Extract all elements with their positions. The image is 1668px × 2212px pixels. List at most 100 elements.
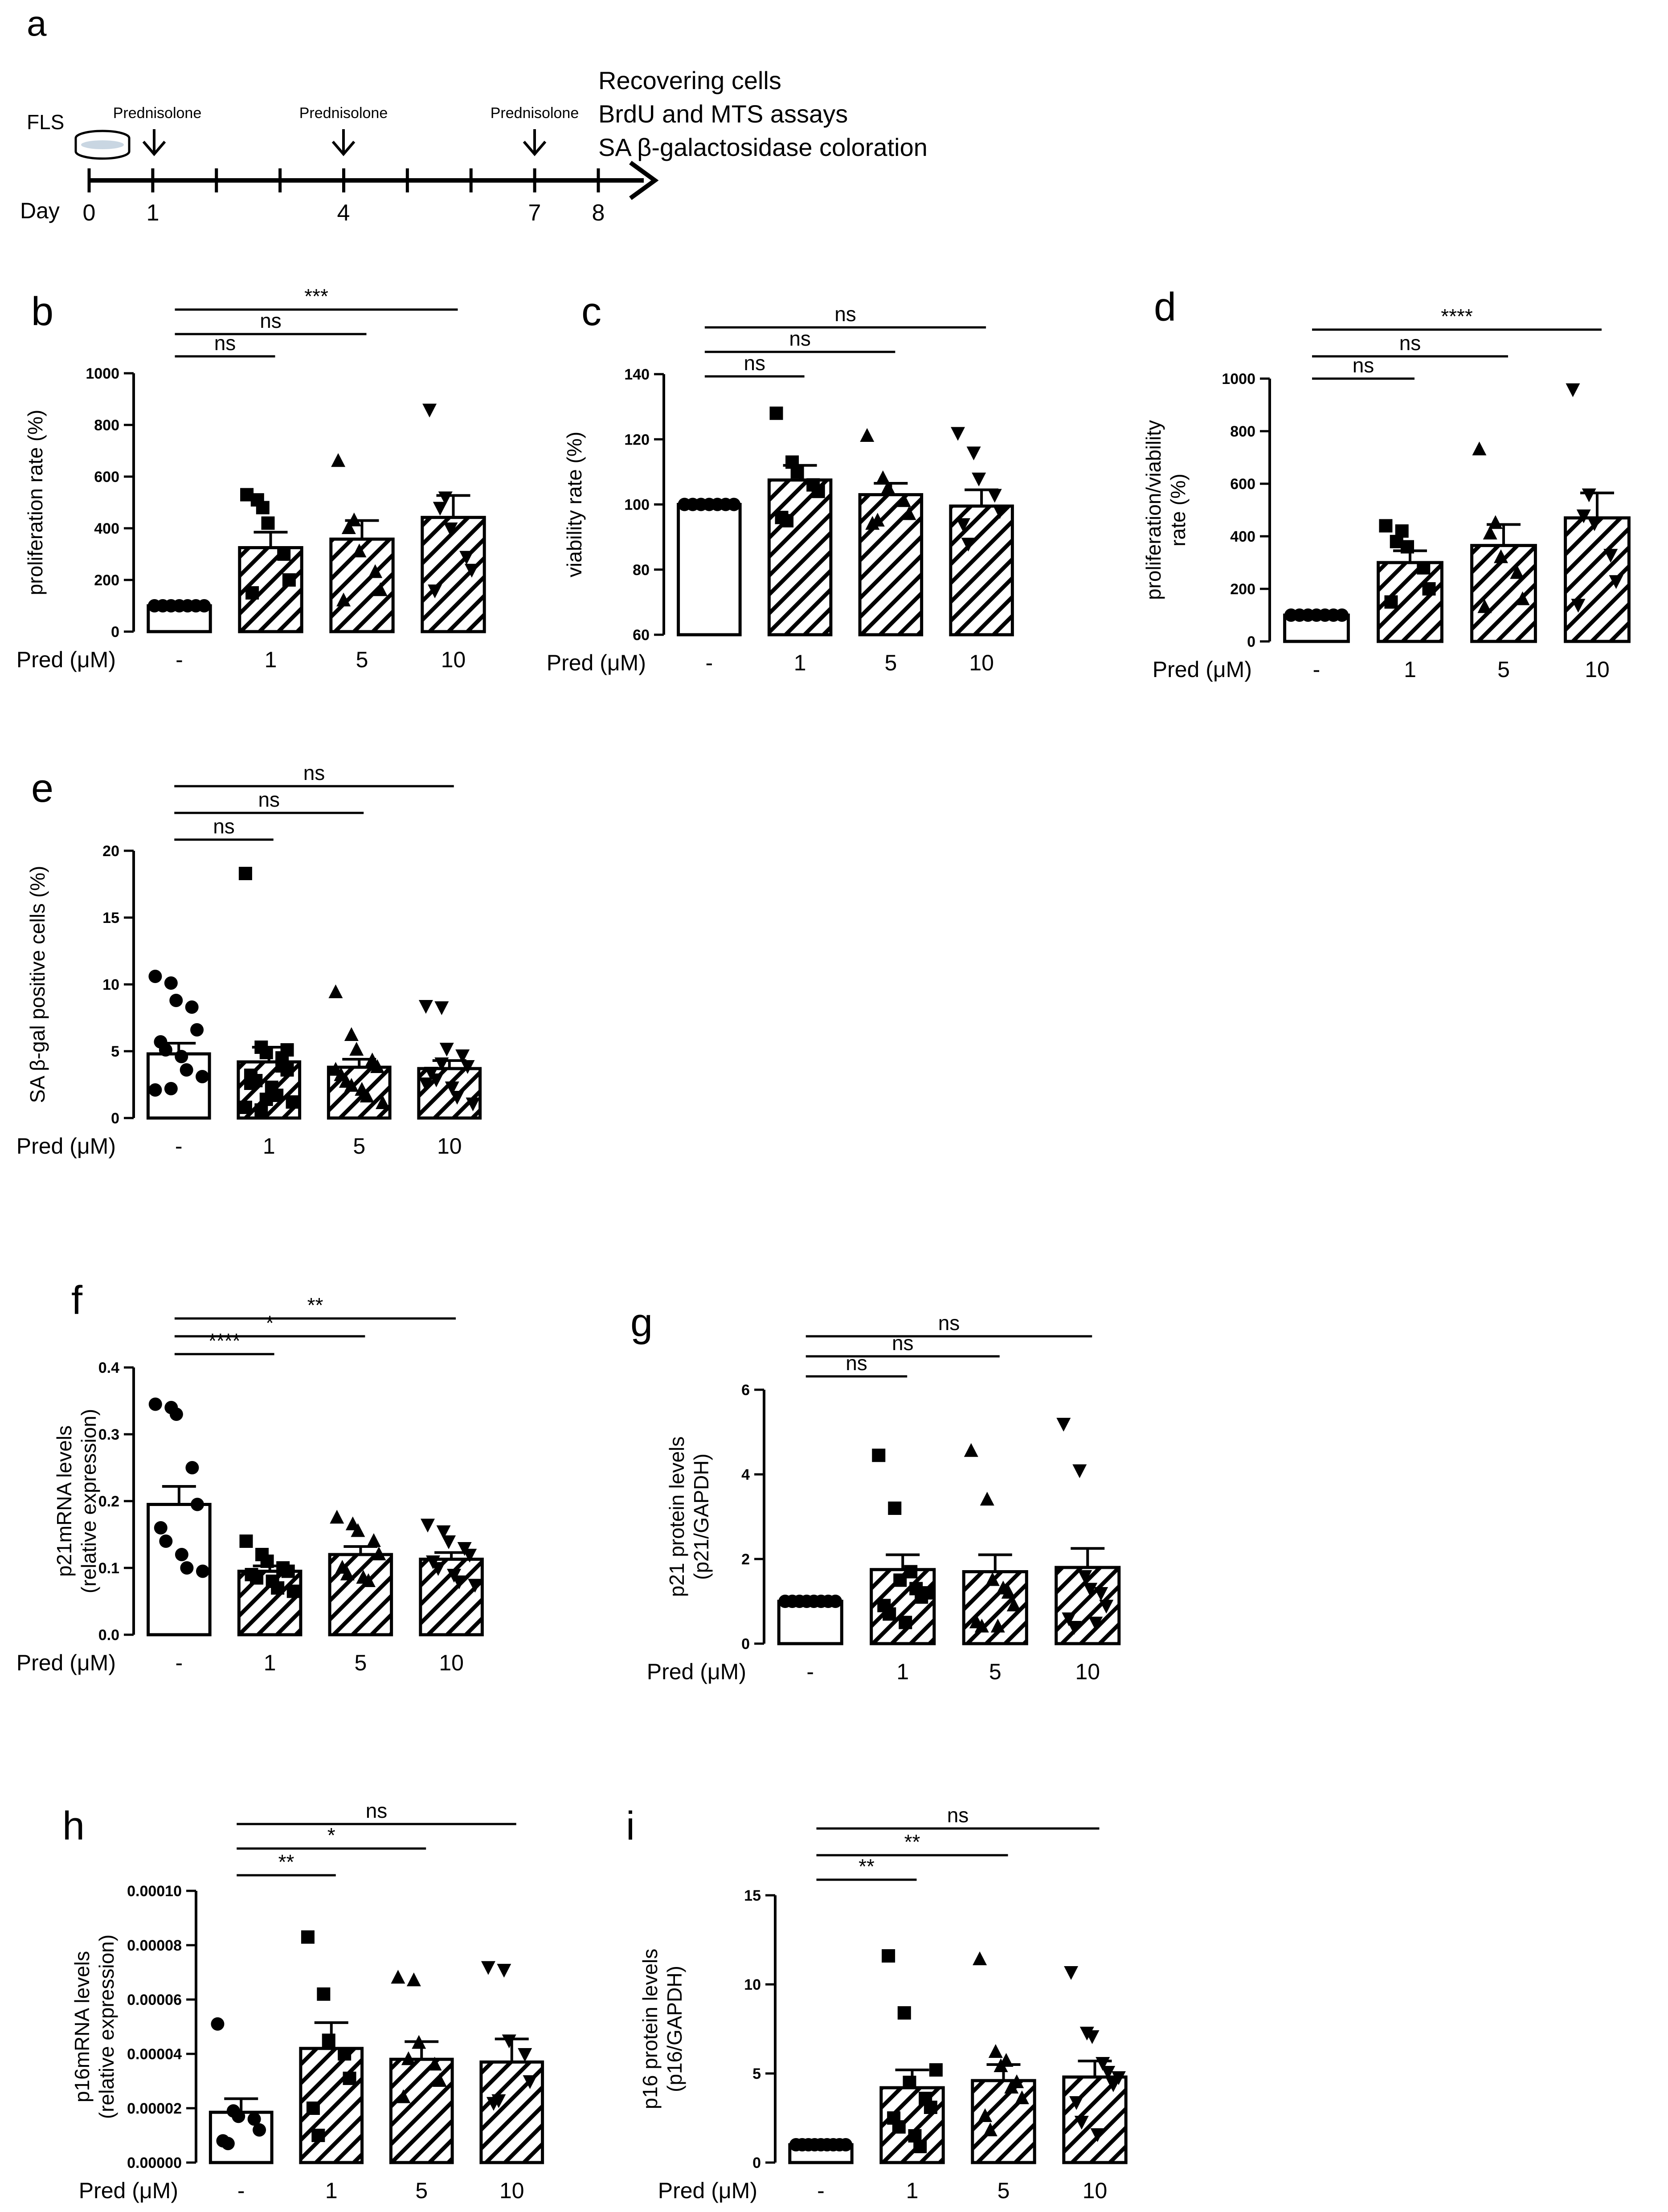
y-tick-label: 6	[741, 1382, 750, 1399]
data-point	[829, 1595, 842, 1608]
chart-h: h 0.00000 0.00002 0.00004 0.00006 0.00008 0.00…	[62, 1799, 544, 2203]
data-point	[317, 1987, 331, 2001]
category-label: 1	[1404, 657, 1416, 682]
y-tick-label: 200	[1230, 581, 1255, 598]
bar	[879, 2086, 945, 2164]
data-point	[306, 2102, 320, 2115]
significance-label: *	[327, 1824, 335, 1847]
x-axis-label: Pred (μM)	[16, 647, 116, 672]
y-tick-label: 2	[741, 1551, 750, 1568]
category-label: 5	[354, 1650, 367, 1675]
data-point	[211, 2017, 225, 2031]
data-point	[1335, 608, 1349, 622]
data-point	[1477, 599, 1492, 613]
y-tick-label: 600	[1230, 476, 1255, 493]
data-point	[180, 1561, 194, 1575]
y-tick-label: 0	[752, 2155, 761, 2171]
data-point	[418, 1077, 433, 1091]
data-point	[232, 2110, 245, 2123]
data-point	[924, 2101, 937, 2114]
data-point	[1085, 2030, 1100, 2044]
data-point	[1004, 2080, 1019, 2094]
data-point	[239, 1535, 253, 1548]
data-point	[436, 1525, 451, 1539]
data-point	[190, 1023, 204, 1037]
y-tick-label: 15	[102, 910, 119, 926]
data-point	[902, 506, 916, 520]
y-tick-label: 1000	[1222, 371, 1255, 388]
data-point	[349, 1042, 364, 1056]
day-7: 7	[528, 200, 541, 226]
data-point	[180, 1063, 193, 1077]
data-point	[376, 1095, 390, 1109]
y-tick-label: 0.00004	[127, 2046, 182, 2063]
data-point	[344, 1027, 359, 1041]
category-label: -	[1313, 657, 1320, 682]
data-point	[1571, 599, 1586, 613]
timeline-panel: a FLS Day 0 1 4 7 8 Prednisolone Prednis…	[20, 4, 928, 226]
y-axis-label: (p21/GAPDH)	[690, 1453, 713, 1580]
y-tick-label: 800	[94, 417, 119, 434]
x-axis-label: Pred (μM)	[16, 1134, 116, 1159]
category-label: 10	[969, 650, 994, 675]
x-axis-label: Pred (μM)	[1153, 657, 1252, 682]
category-label: 5	[884, 650, 897, 675]
data-point	[352, 543, 367, 558]
data-point	[1106, 2078, 1120, 2092]
data-point	[250, 1571, 264, 1585]
data-point	[250, 493, 264, 507]
significance-label: ns	[947, 1804, 969, 1827]
category-label: 10	[439, 1650, 464, 1675]
data-point	[811, 485, 825, 498]
data-point	[455, 1049, 470, 1063]
data-point	[1099, 1600, 1114, 1614]
assay-line-1: Recovering cells	[598, 66, 781, 94]
data-point	[839, 2138, 853, 2151]
category-label: 1	[325, 2178, 338, 2203]
data-point	[481, 1961, 495, 1975]
data-point	[1056, 1418, 1071, 1432]
assay-line-2: BrdU and MTS assays	[598, 100, 848, 128]
x-axis-label: Pred (μM)	[658, 2178, 757, 2203]
y-tick-label: 0.3	[98, 1426, 119, 1443]
category-label: 5	[989, 1659, 1002, 1684]
y-tick-label: 0.0	[98, 1627, 119, 1644]
bar	[421, 516, 486, 633]
data-point	[301, 1930, 315, 1944]
chart-f: f 0.0 0.1 0.2 0.3 0.4 p21mRNA levels (relative …	[16, 1278, 484, 1675]
significance-label: ****	[208, 1329, 241, 1352]
data-point	[1603, 549, 1618, 563]
data-point	[903, 2076, 916, 2089]
data-point	[197, 599, 211, 612]
y-axis-label: p16mRNA levels	[70, 1951, 94, 2102]
data-point	[897, 2006, 911, 2020]
significance-label: ***	[304, 285, 328, 308]
data-point	[418, 1000, 433, 1014]
x-axis-label: Pred (μM)	[79, 2178, 178, 2203]
significance-label: ns	[214, 331, 236, 355]
day-8: 8	[592, 200, 605, 226]
data-point	[996, 1580, 1010, 1595]
category-label: 1	[794, 650, 806, 675]
y-tick-label: 1000	[86, 365, 119, 382]
significance-label: **	[278, 1850, 294, 1873]
data-point	[899, 1616, 912, 1629]
data-point	[872, 1449, 886, 1462]
data-point	[888, 1502, 902, 1515]
y-tick-label: 120	[624, 431, 650, 448]
data-point	[1587, 517, 1602, 531]
data-point	[1422, 582, 1436, 596]
significance-label: **	[307, 1294, 323, 1317]
data-point	[154, 1521, 168, 1535]
data-point	[344, 1078, 359, 1092]
significance-label: **	[859, 1855, 875, 1878]
panel-label-c: c	[581, 290, 601, 334]
data-point	[860, 428, 875, 442]
data-point	[391, 1970, 405, 1984]
y-tick-label: 5	[752, 2065, 761, 2082]
y-tick-label: 60	[633, 627, 650, 644]
y-tick-label: 15	[744, 1887, 761, 1904]
data-point	[883, 1607, 896, 1621]
